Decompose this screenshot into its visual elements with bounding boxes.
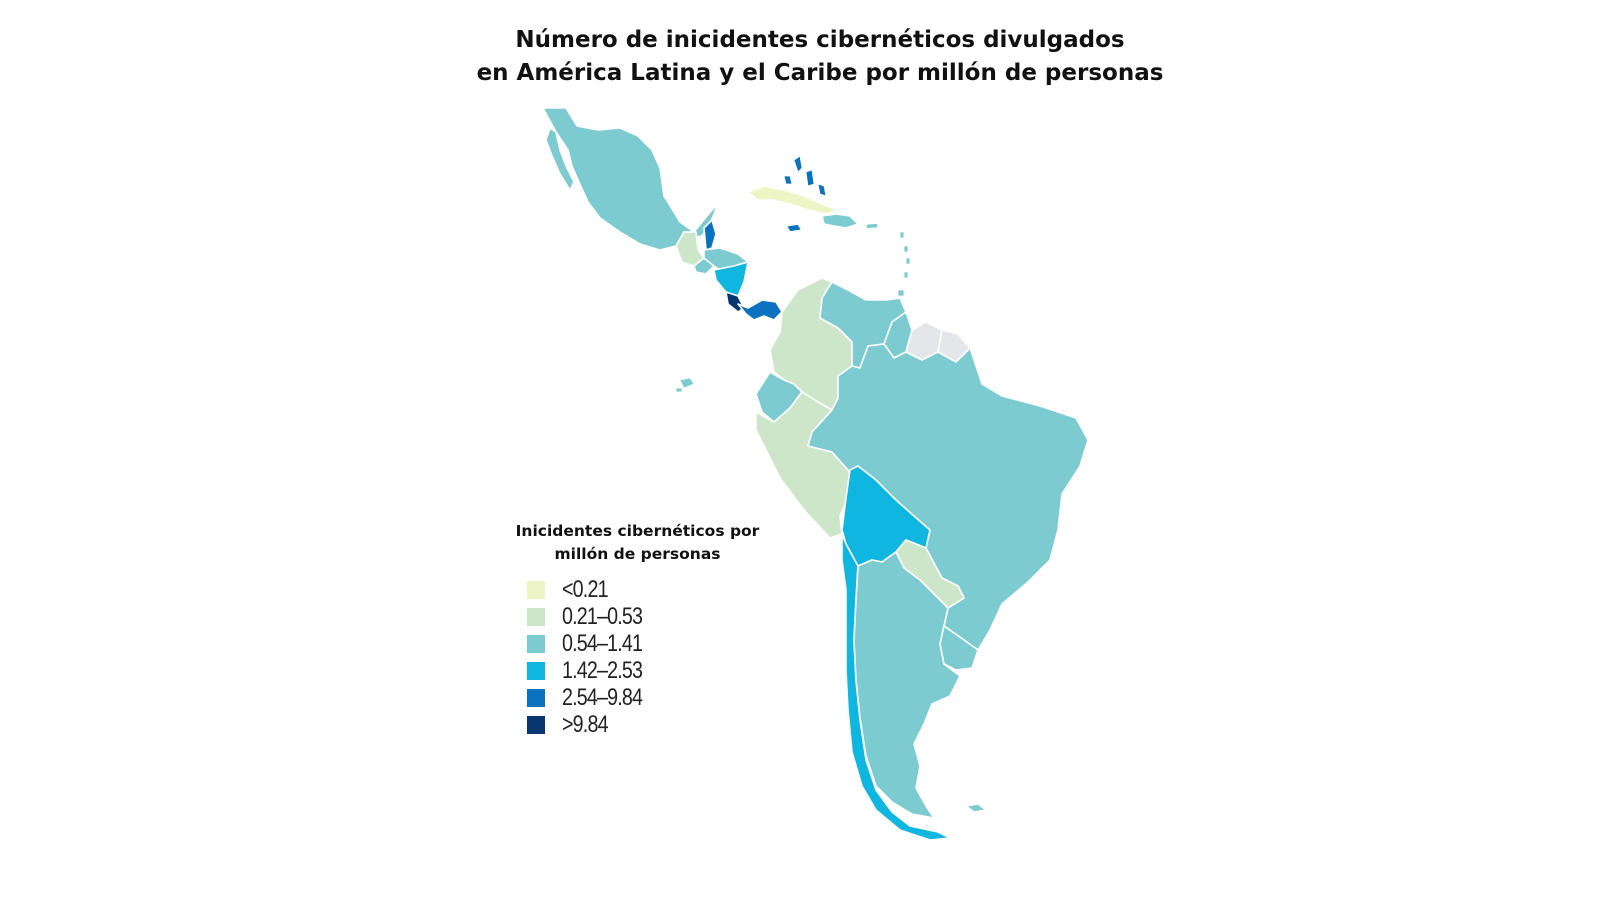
region-panama [737, 299, 783, 321]
legend-label: 0.54–1.41 [562, 629, 643, 657]
region-falklands [965, 803, 987, 813]
legend-item: 0.21–0.53 [527, 603, 760, 630]
map-legend: Inicidentes cibernéticos por millón de p… [515, 520, 760, 738]
region-guatemala [675, 231, 705, 267]
legend-title-line-2: millón de personas [554, 545, 721, 563]
region-argentina [853, 551, 961, 819]
legend-swatch [527, 661, 545, 680]
map-title-line-1: Número de inicidentes cibernéticos divul… [515, 27, 1125, 53]
legend-swatch [527, 607, 545, 626]
legend-title-line-1: Inicidentes cibernéticos por [515, 522, 760, 540]
region-belize [703, 219, 717, 251]
legend-item: <0.21 [527, 576, 760, 603]
legend-item: 2.54–9.84 [527, 684, 760, 711]
legend-label: 2.54–9.84 [562, 683, 643, 711]
region-uruguay [939, 625, 979, 671]
region-lesser-antilles [897, 231, 911, 297]
legend-item: 1.42–2.53 [527, 657, 760, 684]
legend-title: Inicidentes cibernéticos por millón de p… [515, 520, 760, 566]
legend-label: >9.84 [562, 710, 609, 738]
region-jamaica [785, 223, 803, 233]
legend-swatch [527, 715, 545, 734]
region-baja-california [545, 127, 575, 191]
legend-label: 1.42–2.53 [562, 656, 643, 684]
legend-items: <0.21 0.21–0.53 0.54–1.41 1.42–2.53 2.54… [515, 576, 760, 738]
legend-label: <0.21 [562, 575, 609, 603]
region-puerto-rico [865, 222, 879, 230]
region-nicaragua [713, 261, 749, 297]
map-title: Número de inicidentes cibernéticos divul… [0, 24, 1600, 90]
legend-label: 0.21–0.53 [562, 602, 643, 630]
legend-item: 0.54–1.41 [527, 630, 760, 657]
map-title-line-2: en América Latina y el Caribe por millón… [476, 60, 1164, 86]
legend-item: >9.84 [527, 711, 760, 738]
region-hispaniola [821, 213, 859, 229]
legend-swatch [527, 634, 545, 653]
region-bahamas [783, 155, 827, 197]
legend-swatch [527, 688, 545, 707]
legend-swatch [527, 580, 545, 599]
region-cuba [747, 185, 839, 215]
region-galapagos [675, 377, 695, 393]
